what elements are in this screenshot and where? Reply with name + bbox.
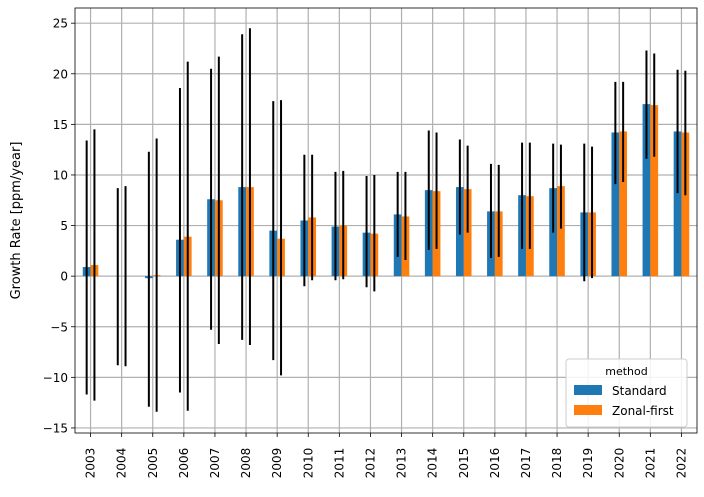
x-tick-label: 2009: [270, 448, 284, 479]
y-tick-label: −15: [43, 421, 68, 435]
x-tick-label: 2013: [395, 448, 409, 479]
x-tick-label: 2012: [363, 448, 377, 479]
y-tick-label: −5: [50, 320, 68, 334]
x-tick-label: 2015: [457, 448, 471, 479]
x-axis: 2003 2004 2005 2006 2007 2008 2009 2010 2011 2012…: [84, 433, 689, 478]
legend-swatch-standard: [574, 385, 602, 395]
y-axis-label: Growth Rate [ppm/year]: [9, 142, 24, 300]
x-tick-label: 2019: [581, 448, 595, 479]
x-tick-label: 2017: [519, 448, 533, 479]
y-tick-label: 25: [53, 17, 68, 31]
legend-label-zonal-first: Zonal-first: [612, 404, 674, 418]
y-tick-label: 10: [53, 168, 68, 182]
x-tick-label: 2007: [208, 448, 222, 479]
y-axis: −15 −10 −5 0 5 10 15 20 25: [43, 17, 75, 436]
x-tick-label: 2003: [84, 448, 98, 479]
x-tick-label: 2008: [239, 448, 253, 479]
y-tick-label: −10: [43, 371, 68, 385]
legend-label-standard: Standard: [612, 384, 667, 398]
legend-swatch-zonal-first: [574, 405, 602, 415]
x-tick-label: 2018: [550, 448, 564, 479]
y-tick-label: 0: [60, 270, 68, 284]
legend-title: method: [605, 365, 647, 378]
x-tick-label: 2020: [612, 448, 626, 479]
x-tick-label: 2021: [643, 448, 657, 479]
bars: [83, 104, 689, 278]
x-tick-label: 2016: [488, 448, 502, 479]
y-tick-label: 15: [53, 118, 68, 132]
x-tick-label: 2014: [426, 448, 440, 479]
y-tick-label: 5: [60, 219, 68, 233]
x-tick-label: 2011: [332, 448, 346, 479]
x-tick-label: 2004: [115, 448, 129, 479]
y-tick-label: 20: [53, 67, 68, 81]
x-tick-label: 2006: [177, 448, 191, 479]
legend: method Standard Zonal-first: [566, 359, 687, 427]
x-tick-label: 2022: [674, 448, 688, 479]
x-tick-label: 2010: [301, 448, 315, 479]
x-tick-label: 2005: [146, 448, 160, 479]
